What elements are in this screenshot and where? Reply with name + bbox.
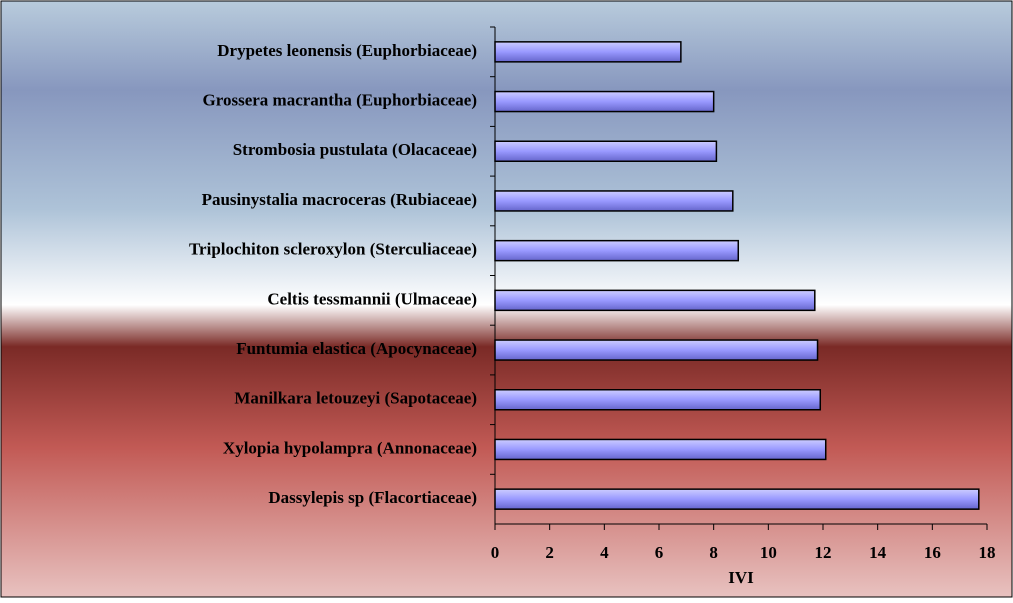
x-tick-label: 8 (709, 543, 718, 562)
y-tick-label: Triplochiton scleroxylon (Sterculiaceae) (189, 240, 477, 259)
x-tick-label: 4 (600, 543, 609, 562)
x-tick-label: 10 (760, 543, 777, 562)
x-axis-label: IVI (728, 568, 754, 587)
y-tick-label: Celtis tessmannii (Ulmaceae) (267, 289, 477, 308)
bar (494, 140, 718, 162)
x-tick-label: 14 (869, 543, 887, 562)
y-tick-label: Dassylepis sp (Flacortiaceae) (268, 488, 477, 507)
y-tick-label: Strombosia pustulata (Olacaceae) (233, 140, 477, 159)
x-tick-label: 2 (545, 543, 554, 562)
x-tick-label: 16 (924, 543, 941, 562)
bar (494, 289, 816, 312)
x-tick-label: 12 (815, 543, 832, 562)
y-tick-label: Funtumia elastica (Apocynaceae) (236, 339, 477, 358)
x-tick-label: 6 (655, 543, 664, 562)
y-tick-label: Manilkara letouzeyi (Sapotaceae) (234, 389, 477, 408)
y-tick-label: Drypetes leonensis (Euphorbiaceae) (217, 41, 477, 60)
bar (494, 239, 740, 262)
bar (494, 389, 822, 411)
bar (494, 90, 715, 113)
bar (494, 438, 827, 461)
bar (494, 488, 980, 510)
x-tick-label: 18 (979, 543, 996, 562)
y-tick-label: Grossera macrantha (Euphorbiaceae) (203, 90, 478, 109)
x-tick-label: 0 (491, 543, 500, 562)
bar (494, 339, 819, 361)
y-tick-label: Pausinystalia macroceras (Rubiaceae) (202, 190, 477, 209)
bar (494, 190, 734, 212)
bar (494, 41, 682, 63)
y-tick-label: Xylopia hypolampra (Annonaceae) (223, 438, 477, 457)
